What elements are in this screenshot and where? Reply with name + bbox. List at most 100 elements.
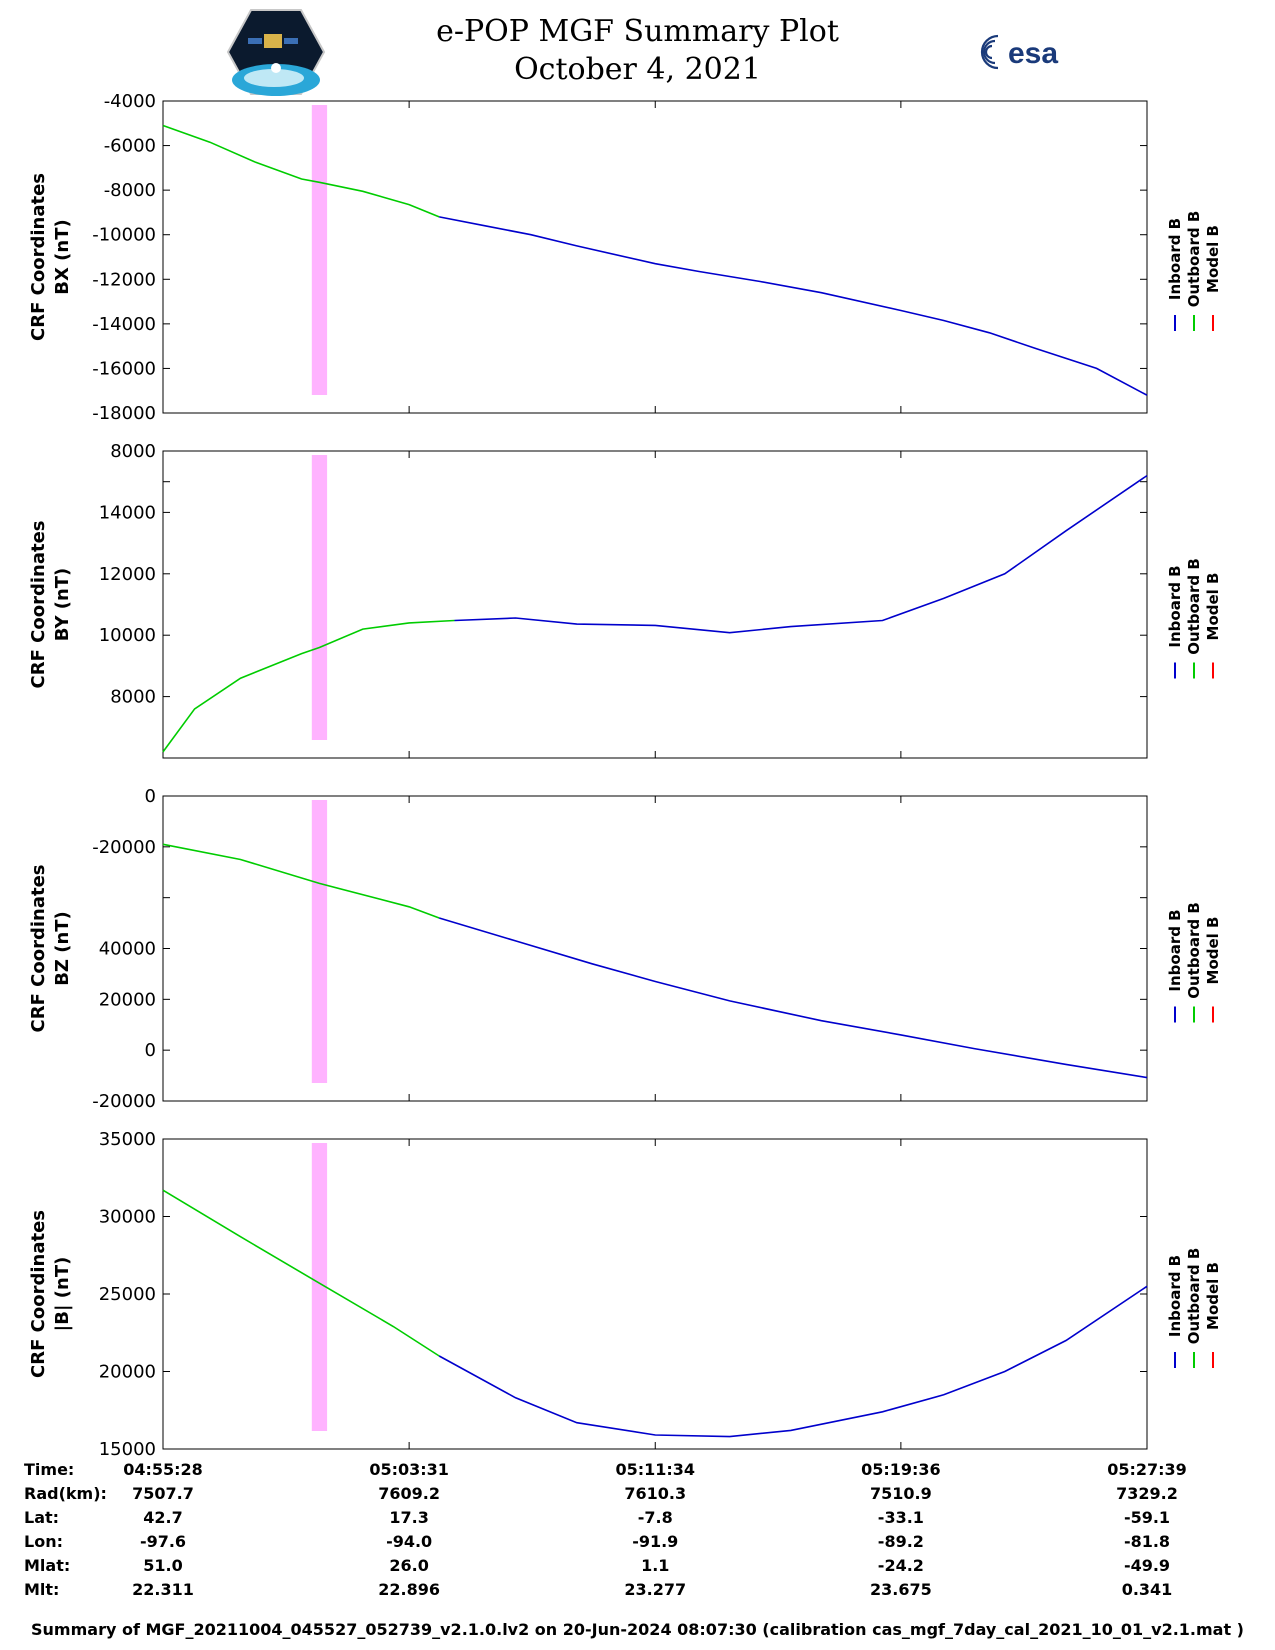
y-tick-label: 20000 bbox=[99, 1362, 156, 1383]
y-tick-label: -6000 bbox=[104, 136, 156, 157]
ephemeris-value: -94.0 bbox=[386, 1532, 433, 1551]
y-axis-label: CRF Coordinates |B| (nT) bbox=[28, 1210, 73, 1378]
series-line-inboard-b bbox=[438, 1285, 1148, 1438]
y-tick-label: 30000 bbox=[99, 1207, 156, 1228]
ephemeris-value: -7.8 bbox=[637, 1508, 673, 1527]
y-tick-label: -8000 bbox=[104, 180, 156, 201]
ephemeris-value: 51.0 bbox=[143, 1556, 183, 1575]
panel-4: 15000 20000 25000 30000 35000 CRF Coordinates… bbox=[28, 1129, 1222, 1460]
ephemeris-value: 04:55:28 bbox=[123, 1460, 203, 1479]
series-line-outboard-b bbox=[162, 619, 455, 753]
ephemeris-value: 7609.2 bbox=[378, 1484, 440, 1503]
esa-logo-text: esa bbox=[1008, 37, 1058, 70]
ephemeris-value: -59.1 bbox=[1123, 1508, 1171, 1527]
ephemeris-value: 22.311 bbox=[132, 1580, 194, 1599]
y-tick-label: 35000 bbox=[99, 1129, 156, 1150]
legend-label: Inboard B bbox=[1166, 1255, 1184, 1337]
highlight-band bbox=[311, 800, 328, 1083]
panel-1: -18000 -16000 -14000 -12000 -10000 -8000 -6000… bbox=[28, 91, 1222, 424]
ephemeris-value: 23.277 bbox=[624, 1580, 687, 1599]
legend-label: Inboard B bbox=[1166, 909, 1184, 991]
ephemeris-value: 05:11:34 bbox=[615, 1460, 696, 1479]
y-tick-label: -12000 bbox=[92, 269, 156, 290]
y-tick-label: -10000 bbox=[92, 225, 156, 246]
ephemeris-value: 7510.9 bbox=[869, 1484, 932, 1503]
esa-logo: esa bbox=[980, 34, 1058, 70]
cassiope-satellite-logo bbox=[226, 9, 326, 96]
plot-frame bbox=[162, 100, 1148, 414]
ephemeris-value: 26.0 bbox=[389, 1556, 429, 1575]
plot-frame bbox=[162, 1138, 1148, 1450]
ephemeris-value: 7610.3 bbox=[624, 1484, 687, 1503]
ephemeris-value: 7329.2 bbox=[1116, 1484, 1178, 1503]
ephemeris-value: 23.675 bbox=[869, 1580, 932, 1599]
ephemeris-row-label: Lat: bbox=[24, 1508, 60, 1527]
y-tick-label: -20000 bbox=[92, 1091, 156, 1112]
y-tick-label: -18000 bbox=[92, 403, 156, 424]
plot-frame bbox=[162, 450, 1148, 759]
plot-frame bbox=[162, 795, 1148, 1102]
y-axis-label: CRF Coordinates BY (nT) bbox=[28, 521, 73, 689]
series-line-inboard-b bbox=[454, 474, 1148, 634]
y-tick-label: 12000 bbox=[99, 564, 156, 585]
ephemeris-value: 05:19:36 bbox=[861, 1460, 941, 1479]
y-tick-label: -16000 bbox=[92, 358, 156, 379]
ephemeris-row-label: Time: bbox=[24, 1460, 75, 1479]
y-tick-label: 15000 bbox=[99, 1439, 156, 1460]
y-tick-label: -20000 bbox=[92, 837, 156, 858]
y-axis-label: CRF Coordinates BX (nT) bbox=[28, 173, 73, 341]
footer-note: Summary of MGF_20211004_045527_052739_v2… bbox=[31, 1620, 1244, 1639]
legend-label: Outboard B bbox=[1185, 558, 1203, 655]
ephemeris-value: 42.7 bbox=[143, 1508, 183, 1527]
highlight-band bbox=[311, 455, 328, 740]
y-tick-label: 0 bbox=[145, 1040, 156, 1061]
y-tick-label: 25000 bbox=[99, 1284, 156, 1305]
y-tick-label: -4000 bbox=[104, 91, 156, 112]
ephemeris-value: -24.2 bbox=[877, 1556, 924, 1575]
ephemeris-value: -97.6 bbox=[139, 1532, 187, 1551]
series-line-outboard-b bbox=[162, 1189, 440, 1357]
series-line-inboard-b bbox=[439, 216, 1148, 396]
legend-label: Model B bbox=[1204, 1262, 1222, 1330]
y-tick-label: 40000 bbox=[99, 939, 156, 960]
y-tick-label: 10000 bbox=[99, 625, 156, 646]
legend-label: Model B bbox=[1204, 573, 1222, 641]
ephemeris-row-label: Rad(km): bbox=[24, 1484, 107, 1503]
y-tick-label: 8000 bbox=[110, 687, 156, 708]
highlight-band bbox=[311, 1143, 328, 1431]
ephemeris-value: 7507.7 bbox=[132, 1484, 194, 1503]
ephemeris-value: -81.8 bbox=[1123, 1532, 1171, 1551]
series-line-outboard-b bbox=[162, 124, 440, 218]
series-line-outboard-b bbox=[162, 843, 440, 919]
ephemeris-value: -91.9 bbox=[632, 1532, 679, 1551]
ephemeris-value: -49.9 bbox=[1123, 1556, 1171, 1575]
ephemeris-value: 22.896 bbox=[378, 1580, 440, 1599]
y-axis-label: CRF Coordinates BZ (nT) bbox=[28, 865, 73, 1033]
legend-label: Inboard B bbox=[1166, 565, 1184, 647]
ephemeris-row-label: Mlt: bbox=[24, 1580, 60, 1599]
ephemeris-value: 05:27:39 bbox=[1107, 1460, 1187, 1479]
legend-label: Model B bbox=[1204, 917, 1222, 985]
panel-3: -20000 0 20000 40000 -20000 0 CRF Coordinates B… bbox=[28, 786, 1222, 1112]
ephemeris-value: 0.341 bbox=[1121, 1580, 1173, 1599]
y-tick-label: 0 bbox=[145, 786, 156, 807]
ephemeris-value: -89.2 bbox=[877, 1532, 924, 1551]
ephemeris-value: 1.1 bbox=[641, 1556, 670, 1575]
legend-label: Outboard B bbox=[1185, 902, 1203, 999]
chart-title-line1: e-POP MGF Summary Plot bbox=[436, 14, 839, 49]
legend-label: Model B bbox=[1204, 225, 1222, 293]
y-tick-label: 8000 bbox=[110, 441, 156, 462]
y-tick-label: 20000 bbox=[99, 989, 156, 1010]
highlight-band bbox=[311, 105, 328, 395]
ephemeris-row-label: Lon: bbox=[24, 1532, 63, 1551]
legend-label: Outboard B bbox=[1185, 1248, 1203, 1345]
panel-2: 8000 10000 12000 14000 8000 CRF Coordinates BY… bbox=[28, 441, 1222, 759]
y-tick-label: 14000 bbox=[99, 502, 156, 523]
ephemeris-value: 05:03:31 bbox=[369, 1460, 449, 1479]
legend-label: Outboard B bbox=[1185, 211, 1203, 308]
y-tick-label: -14000 bbox=[92, 314, 156, 335]
ephemeris-value: 17.3 bbox=[389, 1508, 429, 1527]
ephemeris-row-label: Mlat: bbox=[24, 1556, 71, 1575]
chart-title-line2: October 4, 2021 bbox=[514, 52, 761, 87]
